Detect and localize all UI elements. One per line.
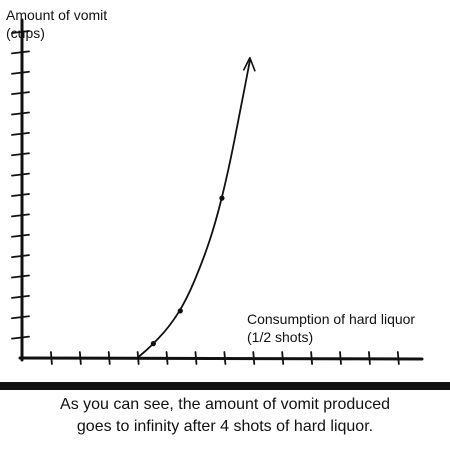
y-tick-2: [11, 315, 30, 320]
x-tick-10: [310, 351, 314, 365]
x-axis-label-line-1: Consumption of hard liquor: [247, 311, 416, 327]
y-tick-3: [11, 294, 30, 299]
data-point-3: [219, 195, 225, 201]
x-axis-label: Consumption of hard liquor (1/2 shots): [247, 310, 415, 346]
caption-line-2: goes to infinity after 4 shots of hard l…: [76, 418, 374, 435]
caption: As you can see, the amount of vomit prod…: [0, 394, 450, 438]
y-axis-label-line-2: (cups): [6, 25, 45, 41]
y-tick-1: [11, 335, 30, 340]
data-point-1: [150, 341, 156, 347]
x-axis-line: [18, 356, 424, 361]
y-tick-4: [11, 274, 30, 279]
caption-divider: [0, 382, 450, 390]
x-tick-5: [165, 351, 169, 365]
y-tick-14: [11, 70, 30, 75]
x-tick-7: [223, 351, 227, 365]
y-tick-5: [11, 254, 30, 259]
y-axis-label-line-1: Amount of vomit: [6, 7, 108, 23]
y-tick-15: [11, 50, 30, 55]
x-tick-2: [78, 351, 82, 365]
x-tick-9: [281, 351, 285, 365]
y-tick-10: [11, 152, 30, 157]
y-tick-6: [11, 233, 30, 238]
curve-arrowhead: [243, 56, 256, 72]
x-tick-13: [396, 351, 400, 365]
x-tick-11: [339, 351, 342, 365]
caption-line-1: As you can see, the amount of vomit prod…: [60, 396, 390, 413]
y-tick-11: [11, 131, 30, 136]
x-tick-8: [252, 351, 256, 365]
y-tick-16: [11, 30, 30, 34]
y-tick-8: [11, 193, 30, 197]
x-axis-label-line-2: (1/2 shots): [247, 329, 314, 345]
x-tick-6: [194, 351, 198, 365]
x-tick-1: [50, 351, 53, 365]
data-curve: [136, 59, 251, 359]
y-axis-label: Amount of vomit (cups): [6, 6, 107, 42]
y-tick-13: [11, 91, 30, 96]
x-tick-3: [107, 351, 111, 365]
x-tick-12: [368, 351, 371, 365]
y-tick-7: [11, 213, 30, 218]
y-tick-9: [11, 172, 30, 177]
data-point-2: [177, 308, 183, 314]
y-tick-12: [11, 111, 30, 116]
